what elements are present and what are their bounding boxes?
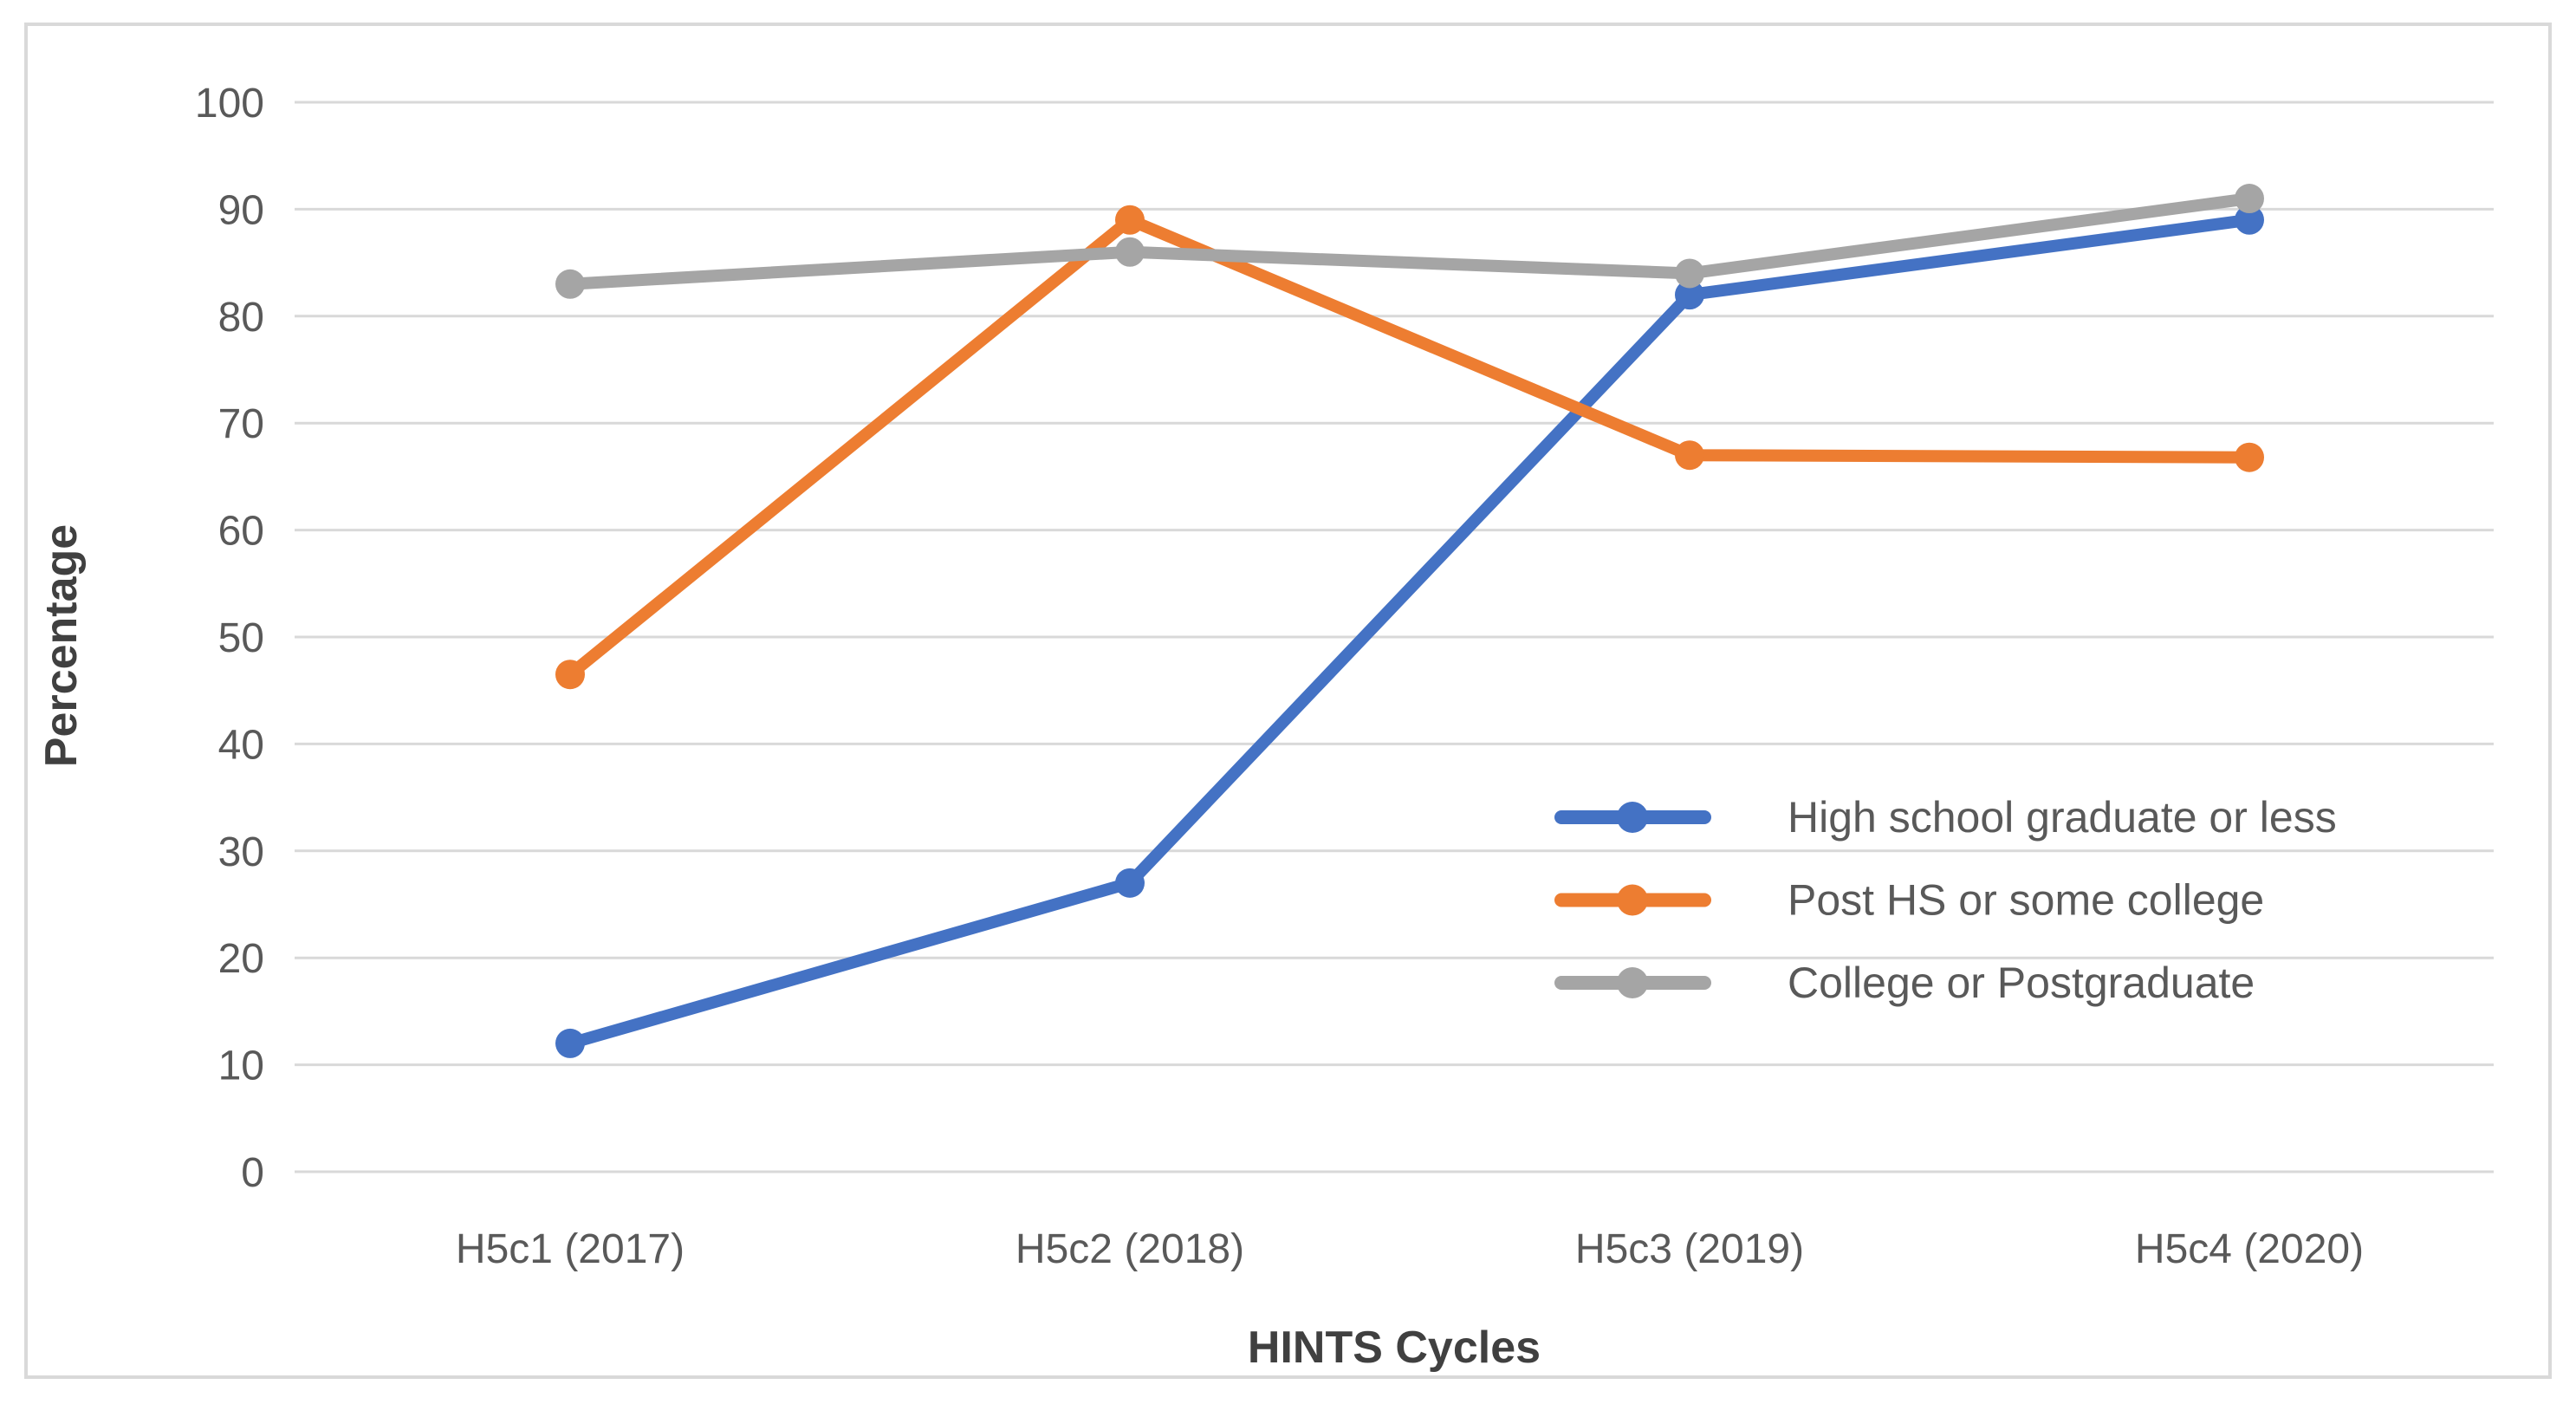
x-axis-tick-labels: H5c1 (2017) H5c2 (2018) H5c3 (2019) H5c4 (2… — [456, 1226, 2364, 1272]
series-line — [564, 192, 2255, 290]
x-tick-label: H5c1 (2017) — [456, 1226, 685, 1272]
legend-marker — [1617, 802, 1648, 833]
data-point — [1115, 205, 1145, 235]
legend-marker — [1617, 967, 1648, 998]
series-line — [564, 213, 2255, 1050]
y-tick-label: 100 — [195, 81, 264, 127]
y-tick-label: 20 — [218, 936, 264, 982]
data-point — [2235, 184, 2264, 214]
x-tick-label: H5c4 (2020) — [2135, 1226, 2364, 1272]
series-line — [564, 213, 2255, 681]
series-layer — [555, 184, 2264, 1058]
data-point — [1115, 237, 1145, 267]
y-tick-label: 80 — [218, 295, 264, 341]
legend-item: High school graduate or less — [1554, 793, 2337, 842]
data-point — [555, 269, 585, 299]
y-tick-label: 50 — [218, 615, 264, 661]
data-point — [1675, 280, 1704, 310]
legend-item: Post HS or some college — [1554, 876, 2264, 925]
data-point — [555, 1028, 585, 1058]
y-tick-label: 10 — [218, 1043, 264, 1089]
legend-item: College or Postgraduate — [1554, 959, 2255, 1007]
legend: High school graduate or less Post HS or s… — [1554, 793, 2337, 1007]
data-point — [2235, 205, 2264, 235]
series-1 — [555, 205, 2264, 1058]
x-tick-label: H5c3 (2019) — [1575, 1226, 1804, 1272]
y-tick-label: 40 — [218, 722, 264, 768]
legend-label: High school graduate or less — [1788, 793, 2337, 842]
y-axis-tick-labels: 0 10 20 30 40 50 60 70 80 90 100 — [195, 81, 264, 1196]
legend-marker — [1617, 884, 1648, 916]
y-tick-label: 70 — [218, 401, 264, 447]
data-point — [1675, 258, 1704, 289]
chart-border — [24, 23, 2552, 1379]
series-3 — [555, 184, 2264, 299]
y-tick-label: 30 — [218, 829, 264, 875]
y-tick-label: 90 — [218, 187, 264, 233]
series-2 — [555, 205, 2264, 690]
legend-label: College or Postgraduate — [1788, 959, 2255, 1007]
data-point — [1675, 440, 1704, 471]
legend-label: Post HS or some college — [1788, 876, 2264, 925]
data-point — [2235, 442, 2264, 472]
y-tick-label: 60 — [218, 509, 264, 555]
y-axis-title: Percentage — [36, 524, 87, 767]
y-tick-label: 0 — [241, 1150, 264, 1196]
x-tick-label: H5c2 (2018) — [1015, 1226, 1244, 1272]
data-point — [1115, 868, 1145, 898]
data-point — [555, 660, 585, 690]
x-axis-title: HINTS Cycles — [1248, 1323, 1541, 1373]
